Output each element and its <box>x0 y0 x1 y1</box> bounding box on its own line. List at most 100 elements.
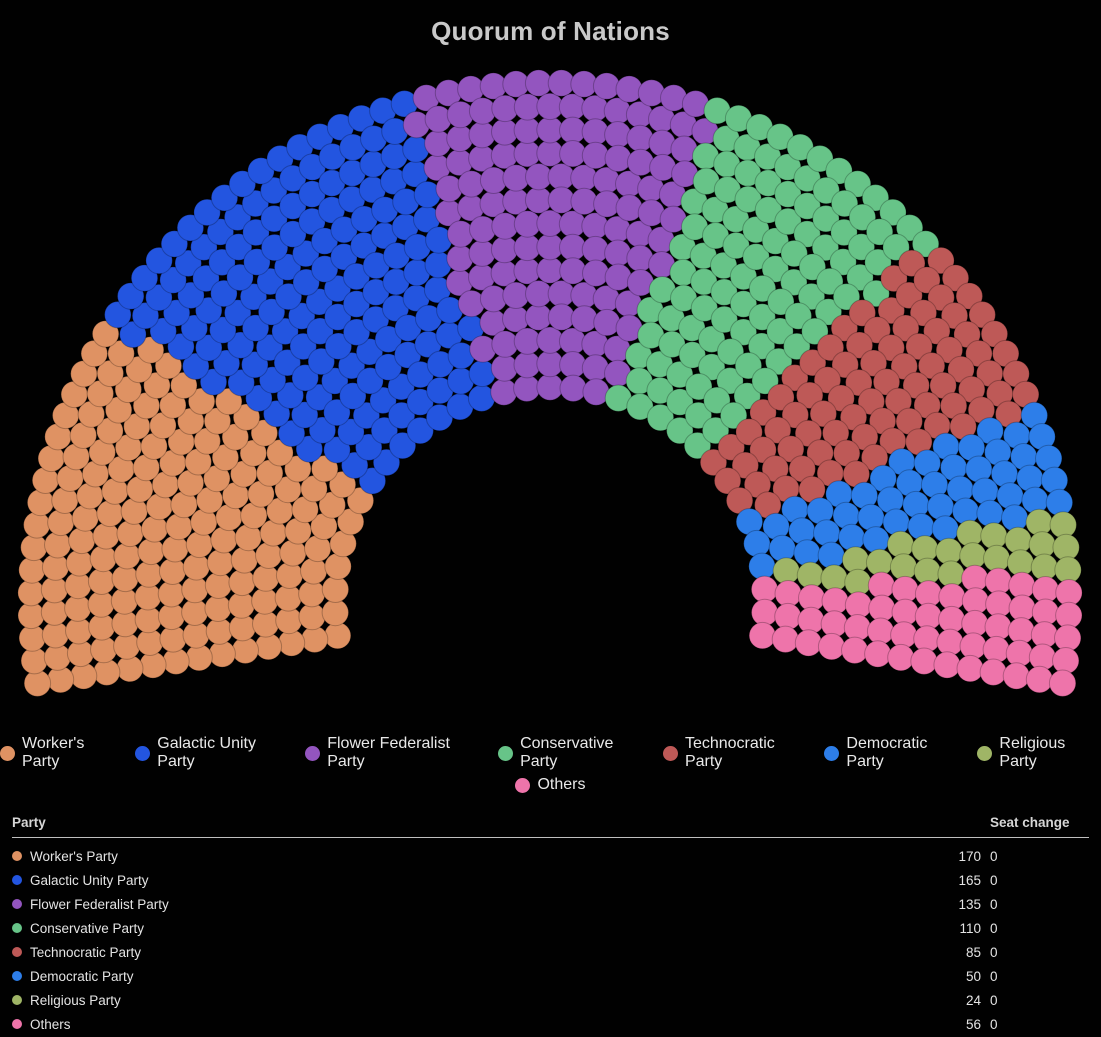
seat-dot <box>729 290 758 318</box>
seat-dot <box>199 368 228 396</box>
party-name: Religious Party <box>30 992 121 1008</box>
seat-dot <box>703 386 731 414</box>
seat-dot <box>862 526 890 554</box>
seat-dot <box>830 314 859 342</box>
legend-label: Worker's Party <box>22 735 85 770</box>
legend-label: Technocratic Party <box>684 735 775 770</box>
seat-dot <box>797 282 826 311</box>
seat-dot <box>716 367 744 395</box>
seat-dot <box>864 640 892 668</box>
seat-dot <box>71 504 100 532</box>
seat-dot <box>780 268 808 297</box>
seat-dot <box>793 220 821 248</box>
party-seat-change: 0 <box>990 992 998 1008</box>
seat-dot <box>254 632 283 661</box>
seat-dot <box>710 278 738 306</box>
table-row: Democratic Party 50 0 <box>12 964 1089 988</box>
seat-dot <box>698 353 726 381</box>
legend-label: Conservative Party <box>520 735 614 770</box>
seat-dot <box>212 349 241 377</box>
seat-dot <box>258 366 287 394</box>
page-title: Quorum of Nations <box>431 16 670 46</box>
party-seats: 135 <box>958 896 981 912</box>
table-row: Flower Federalist Party 135 0 <box>12 892 1089 916</box>
seat-dot <box>140 515 169 543</box>
seat-dot <box>323 398 351 427</box>
seat-dot <box>838 523 866 552</box>
seat-dot <box>698 325 726 353</box>
legend-item[interactable]: Democratic Party <box>824 735 962 771</box>
seat-dot <box>305 288 333 316</box>
seat-dot <box>289 332 317 361</box>
party-seat-change: 0 <box>990 920 998 936</box>
seat-dot <box>104 301 132 329</box>
seat-dot <box>910 647 938 675</box>
seat-dot <box>848 299 876 327</box>
seat-dot <box>273 349 301 377</box>
seat-dot <box>953 320 981 349</box>
seat-dot <box>143 371 171 400</box>
seat-dot <box>955 282 983 310</box>
seat-dot <box>323 621 352 650</box>
seat-dot <box>742 243 770 271</box>
legend-item[interactable]: Worker's Party <box>0 735 120 771</box>
seat-dot <box>346 486 375 515</box>
seat-dot <box>713 467 742 495</box>
seat-dot <box>352 401 381 430</box>
seat-dot <box>321 598 349 627</box>
seat-dot <box>406 416 434 445</box>
seat-dot <box>182 352 210 380</box>
seat-dot <box>288 302 316 330</box>
seat-dot <box>324 332 353 360</box>
seat-dot <box>180 314 209 342</box>
seat-dot <box>913 266 941 294</box>
seat-dot <box>323 436 351 464</box>
seat-dot <box>107 339 135 368</box>
legend-label: Flower Federalist Party <box>327 735 450 770</box>
seat-dot <box>911 230 940 258</box>
seat-dot <box>328 470 357 499</box>
party-seat-change: 0 <box>990 944 998 960</box>
table-header-seat-change: Seat change <box>990 815 1070 830</box>
seat-dot <box>872 368 901 396</box>
seat-dot <box>241 314 270 342</box>
seat-dot <box>241 189 270 218</box>
seat-dot <box>734 352 763 380</box>
seat-dot <box>799 349 827 377</box>
seat-dot <box>827 384 855 412</box>
legend-swatch-icon <box>0 745 15 761</box>
seat-dot <box>210 184 239 212</box>
party-swatch-icon <box>12 923 22 933</box>
seat-dot <box>513 374 541 402</box>
seat-dot <box>710 305 738 334</box>
seat-dot <box>185 530 214 559</box>
legend-item[interactable]: Religious Party <box>977 735 1101 771</box>
seat-dot <box>817 632 846 661</box>
seat-dot <box>748 621 777 650</box>
seat-dot <box>940 302 969 330</box>
seat-dot <box>678 341 706 369</box>
seat-dot <box>882 508 910 536</box>
seat-dot <box>284 455 312 483</box>
seat-dot <box>751 598 779 627</box>
legend-item[interactable]: Others <box>515 776 586 794</box>
seat-dot <box>905 332 933 361</box>
seat-dot <box>224 233 253 261</box>
legend-item[interactable]: Flower Federalist Party <box>305 735 483 771</box>
seat-dot <box>195 296 223 325</box>
seat-dot <box>369 386 397 414</box>
seat-dot <box>848 203 877 232</box>
legend-item[interactable]: Conservative Party <box>498 735 648 771</box>
legend-item[interactable]: Technocratic Party <box>662 735 809 771</box>
seat-dot <box>825 157 853 185</box>
seat-dot <box>933 651 961 679</box>
seat-dot <box>751 367 779 395</box>
seat-dot <box>581 141 610 170</box>
party-swatch-icon <box>12 875 22 885</box>
seat-dot <box>733 382 761 410</box>
legend-item[interactable]: Galactic Unity Party <box>135 735 290 771</box>
seat-dot <box>208 248 236 277</box>
party-seats: 24 <box>965 992 981 1008</box>
seat-dot <box>784 302 812 330</box>
seat-dot <box>813 519 841 547</box>
